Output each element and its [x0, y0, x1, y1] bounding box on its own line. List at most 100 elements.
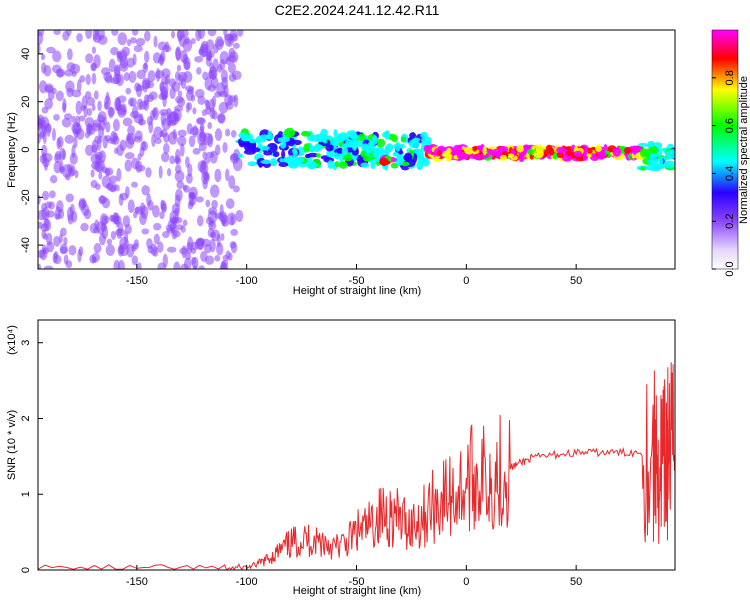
spectrogram-cell	[130, 37, 137, 44]
spectrogram-cell	[44, 218, 50, 228]
spectrogram-cell	[190, 94, 196, 102]
colorbar-gradient	[711, 29, 739, 270]
spectrogram-cell	[38, 221, 44, 229]
spectrogram-marks	[38, 30, 675, 269]
spectrogram-cell	[260, 145, 270, 151]
spectrogram-cell	[174, 71, 181, 82]
spectrogram-cell	[392, 152, 400, 157]
spectrogram-cell	[177, 30, 183, 43]
spectrogram-cell	[470, 149, 480, 154]
spectrogram-cell	[38, 43, 41, 55]
spectrogram-cell	[482, 146, 487, 156]
figure-title: C2E2.2024.241.12.42.R11	[275, 2, 440, 18]
spectrogram-cell	[227, 55, 237, 63]
spectrogram-cell	[232, 185, 240, 193]
spectrogram-cell	[337, 132, 350, 142]
spectrogram-cell	[190, 37, 196, 45]
spectrogram-cell	[98, 171, 103, 180]
spectrogram-cell	[124, 152, 135, 160]
spectrogram-cell	[329, 137, 339, 142]
spectrogram-cell	[41, 106, 49, 114]
spectrogram-cell	[132, 53, 137, 66]
spectrogram-cell	[39, 131, 45, 140]
spectrogram-cell	[216, 242, 224, 256]
spectrogram-cell	[41, 202, 47, 212]
spectrogram-cell	[91, 123, 101, 132]
spectrogram-cell	[155, 70, 165, 79]
spectrogram-cell	[341, 147, 349, 156]
spectrogram-cell	[212, 43, 219, 54]
y-tick-label: -20	[20, 189, 32, 205]
spectrogram-cell	[648, 146, 659, 155]
spectrogram-cell	[475, 153, 482, 160]
x-tick-label: 50	[570, 576, 582, 588]
spectrogram-cell	[667, 143, 674, 149]
spectrogram-cell	[86, 97, 96, 106]
spectrogram-cell	[209, 238, 216, 253]
spectrogram-cell	[53, 30, 61, 36]
spectrogram-cell	[44, 83, 54, 94]
spectrogram-cell	[189, 191, 196, 201]
spectrogram-cell	[173, 261, 181, 269]
spectrogram-cell	[196, 215, 204, 227]
spectrogram-cell	[235, 209, 244, 222]
spectrogram-cell	[423, 144, 431, 152]
spectrogram-cell	[399, 143, 406, 149]
spectrogram-cell	[38, 31, 44, 45]
spectrogram-cell	[192, 107, 197, 115]
spectrogram-cell	[42, 190, 50, 201]
spectrogram-cell	[109, 214, 114, 222]
colorbar-ticks: 0.0 0.2 0.4 0.6 0.8	[712, 70, 736, 277]
spectrogram-cell	[91, 63, 97, 71]
spectrogram-cell	[314, 144, 323, 151]
spectrogram-cell	[400, 136, 407, 143]
spectrogram-cell	[146, 193, 152, 207]
spectrogram-cell	[266, 142, 278, 153]
spectrogram-cell	[122, 215, 131, 228]
spectrogram-cell	[210, 231, 217, 238]
spectrogram-cell	[277, 137, 283, 142]
spectrogram-cell	[306, 161, 318, 170]
spectrogram-cell	[41, 229, 47, 239]
spectrogram-cell	[196, 117, 205, 124]
spectrogram-cell	[351, 141, 358, 151]
spectrogram-cell	[46, 46, 56, 54]
spectrogram-cell	[57, 136, 64, 148]
spectrogram-cell	[160, 128, 168, 138]
spectrogram-cell	[75, 100, 83, 115]
spectrogram-cell	[185, 102, 190, 113]
spectrogram-cell	[211, 199, 218, 209]
spectrogram-cell	[53, 114, 60, 121]
spectrogram-cell	[147, 70, 156, 83]
spectrogram-cell	[404, 152, 413, 162]
spectrogram-cell	[182, 38, 193, 52]
snr-y-ticks: 0 1 2 3	[20, 340, 43, 573]
spectrogram-cell	[137, 153, 142, 161]
spectrogram-cell	[207, 121, 213, 130]
spectrogram-cell	[183, 257, 192, 269]
spectrogram-cell	[175, 95, 184, 104]
spectrogram-cell	[129, 98, 134, 107]
spectrogram-cell	[111, 30, 119, 36]
spectrogram-cell	[59, 243, 68, 254]
spectrogram-cell	[124, 159, 132, 172]
colorbar-tick-label: 0.8	[724, 70, 736, 85]
spectrogram-cell	[112, 118, 120, 132]
spectrogram-cell	[105, 121, 111, 133]
spectrogram-cell	[97, 100, 102, 112]
spectrogram-cell	[113, 66, 121, 79]
spectrogram-cell	[79, 75, 86, 83]
spectrogram-cell	[62, 102, 67, 113]
spectrogram-cell	[76, 32, 83, 43]
spectrogram-cell	[165, 107, 172, 120]
spectrogram-cell	[204, 255, 215, 265]
y-tick-label: 20	[20, 96, 32, 108]
spectrogram-cell	[516, 145, 524, 153]
spectrogram-cell	[270, 158, 278, 167]
spectrogram-cell	[243, 141, 252, 152]
spectrogram-cell	[38, 263, 42, 269]
spectrogram-cell	[211, 76, 219, 89]
spectrogram-cell	[119, 139, 127, 152]
spectrogram-cell	[552, 152, 558, 160]
